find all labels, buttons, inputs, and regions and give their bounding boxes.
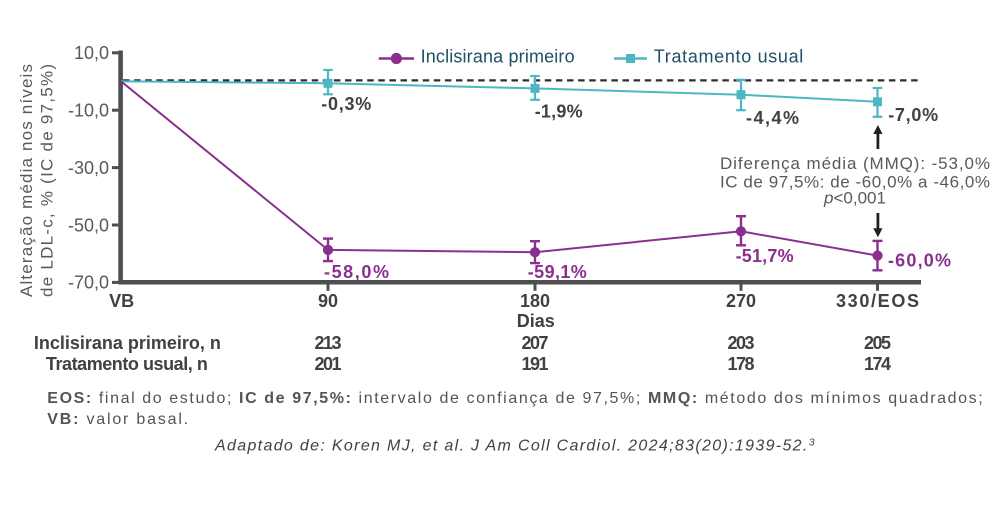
svg-text:Inclisirana primeiro: Inclisirana primeiro: [421, 47, 575, 67]
svg-text:174: 174: [864, 354, 891, 374]
svg-text:Dias: Dias: [517, 311, 555, 331]
svg-text:-60,0%: -60,0%: [888, 250, 951, 270]
svg-text:-30,0: -30,0: [68, 158, 109, 178]
svg-text:-50,0: -50,0: [68, 215, 109, 235]
svg-text:de LDL-c, % (IC de 97,5%): de LDL-c, % (IC de 97,5%): [38, 64, 57, 297]
svg-text:-10,0: -10,0: [68, 101, 109, 121]
svg-text:-7,0%: -7,0%: [888, 105, 938, 125]
svg-text:201: 201: [315, 354, 342, 374]
svg-text:10,0: 10,0: [74, 43, 109, 63]
svg-text:205: 205: [864, 333, 891, 353]
svg-text:Tratamento usual: Tratamento usual: [654, 47, 804, 67]
svg-text:-70,0: -70,0: [68, 273, 109, 293]
svg-text:-51,7%: -51,7%: [736, 246, 794, 266]
svg-text:Inclisirana primeiro, n: Inclisirana primeiro, n: [34, 333, 221, 353]
svg-text:207: 207: [522, 333, 549, 353]
svg-text:330/EOS: 330/EOS: [836, 291, 919, 311]
svg-text:Tratamento usual, n: Tratamento usual, n: [46, 354, 208, 374]
svg-text:IC de 97,5%: de -60,0% a -46,0: IC de 97,5%: de -60,0% a -46,0%: [720, 172, 990, 191]
svg-text:213: 213: [315, 333, 342, 353]
svg-text:Adaptado de: Koren MJ, et al.: Adaptado de: Koren MJ, et al. J Am Coll …: [214, 437, 815, 455]
svg-text:270: 270: [726, 291, 756, 311]
svg-text:EOS: final do estudo; IC de 97: EOS: final do estudo; IC de 97,5%: inter…: [47, 390, 984, 407]
svg-text:VB: valor basal.: VB: valor basal.: [47, 411, 190, 428]
svg-text:-58,0%: -58,0%: [324, 262, 389, 282]
svg-text:178: 178: [728, 354, 755, 374]
svg-text:203: 203: [728, 333, 755, 353]
svg-text:90: 90: [318, 291, 338, 311]
svg-text:-1,9%: -1,9%: [535, 102, 583, 122]
svg-text:191: 191: [522, 354, 549, 374]
svg-text:-4,4%: -4,4%: [746, 108, 799, 128]
svg-text:-0,3%: -0,3%: [321, 94, 371, 114]
svg-text:-59,1%: -59,1%: [528, 262, 587, 282]
svg-text:VB: VB: [109, 291, 134, 311]
svg-text:Diferença média (MMQ): -53,0%: Diferença média (MMQ): -53,0%: [720, 154, 990, 173]
svg-text:180: 180: [520, 291, 550, 311]
svg-text:Alteração média nos níveis: Alteração média nos níveis: [17, 64, 36, 297]
svg-text:p<0,001: p<0,001: [823, 189, 886, 208]
